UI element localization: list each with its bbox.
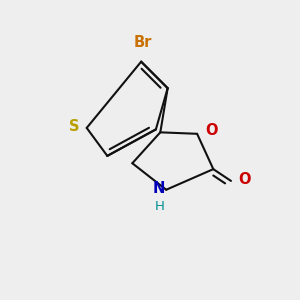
Text: O: O xyxy=(238,172,251,187)
Text: Br: Br xyxy=(134,35,152,50)
Text: S: S xyxy=(69,119,79,134)
Text: N: N xyxy=(152,181,165,196)
Text: H: H xyxy=(155,200,165,213)
Text: O: O xyxy=(206,123,218,138)
